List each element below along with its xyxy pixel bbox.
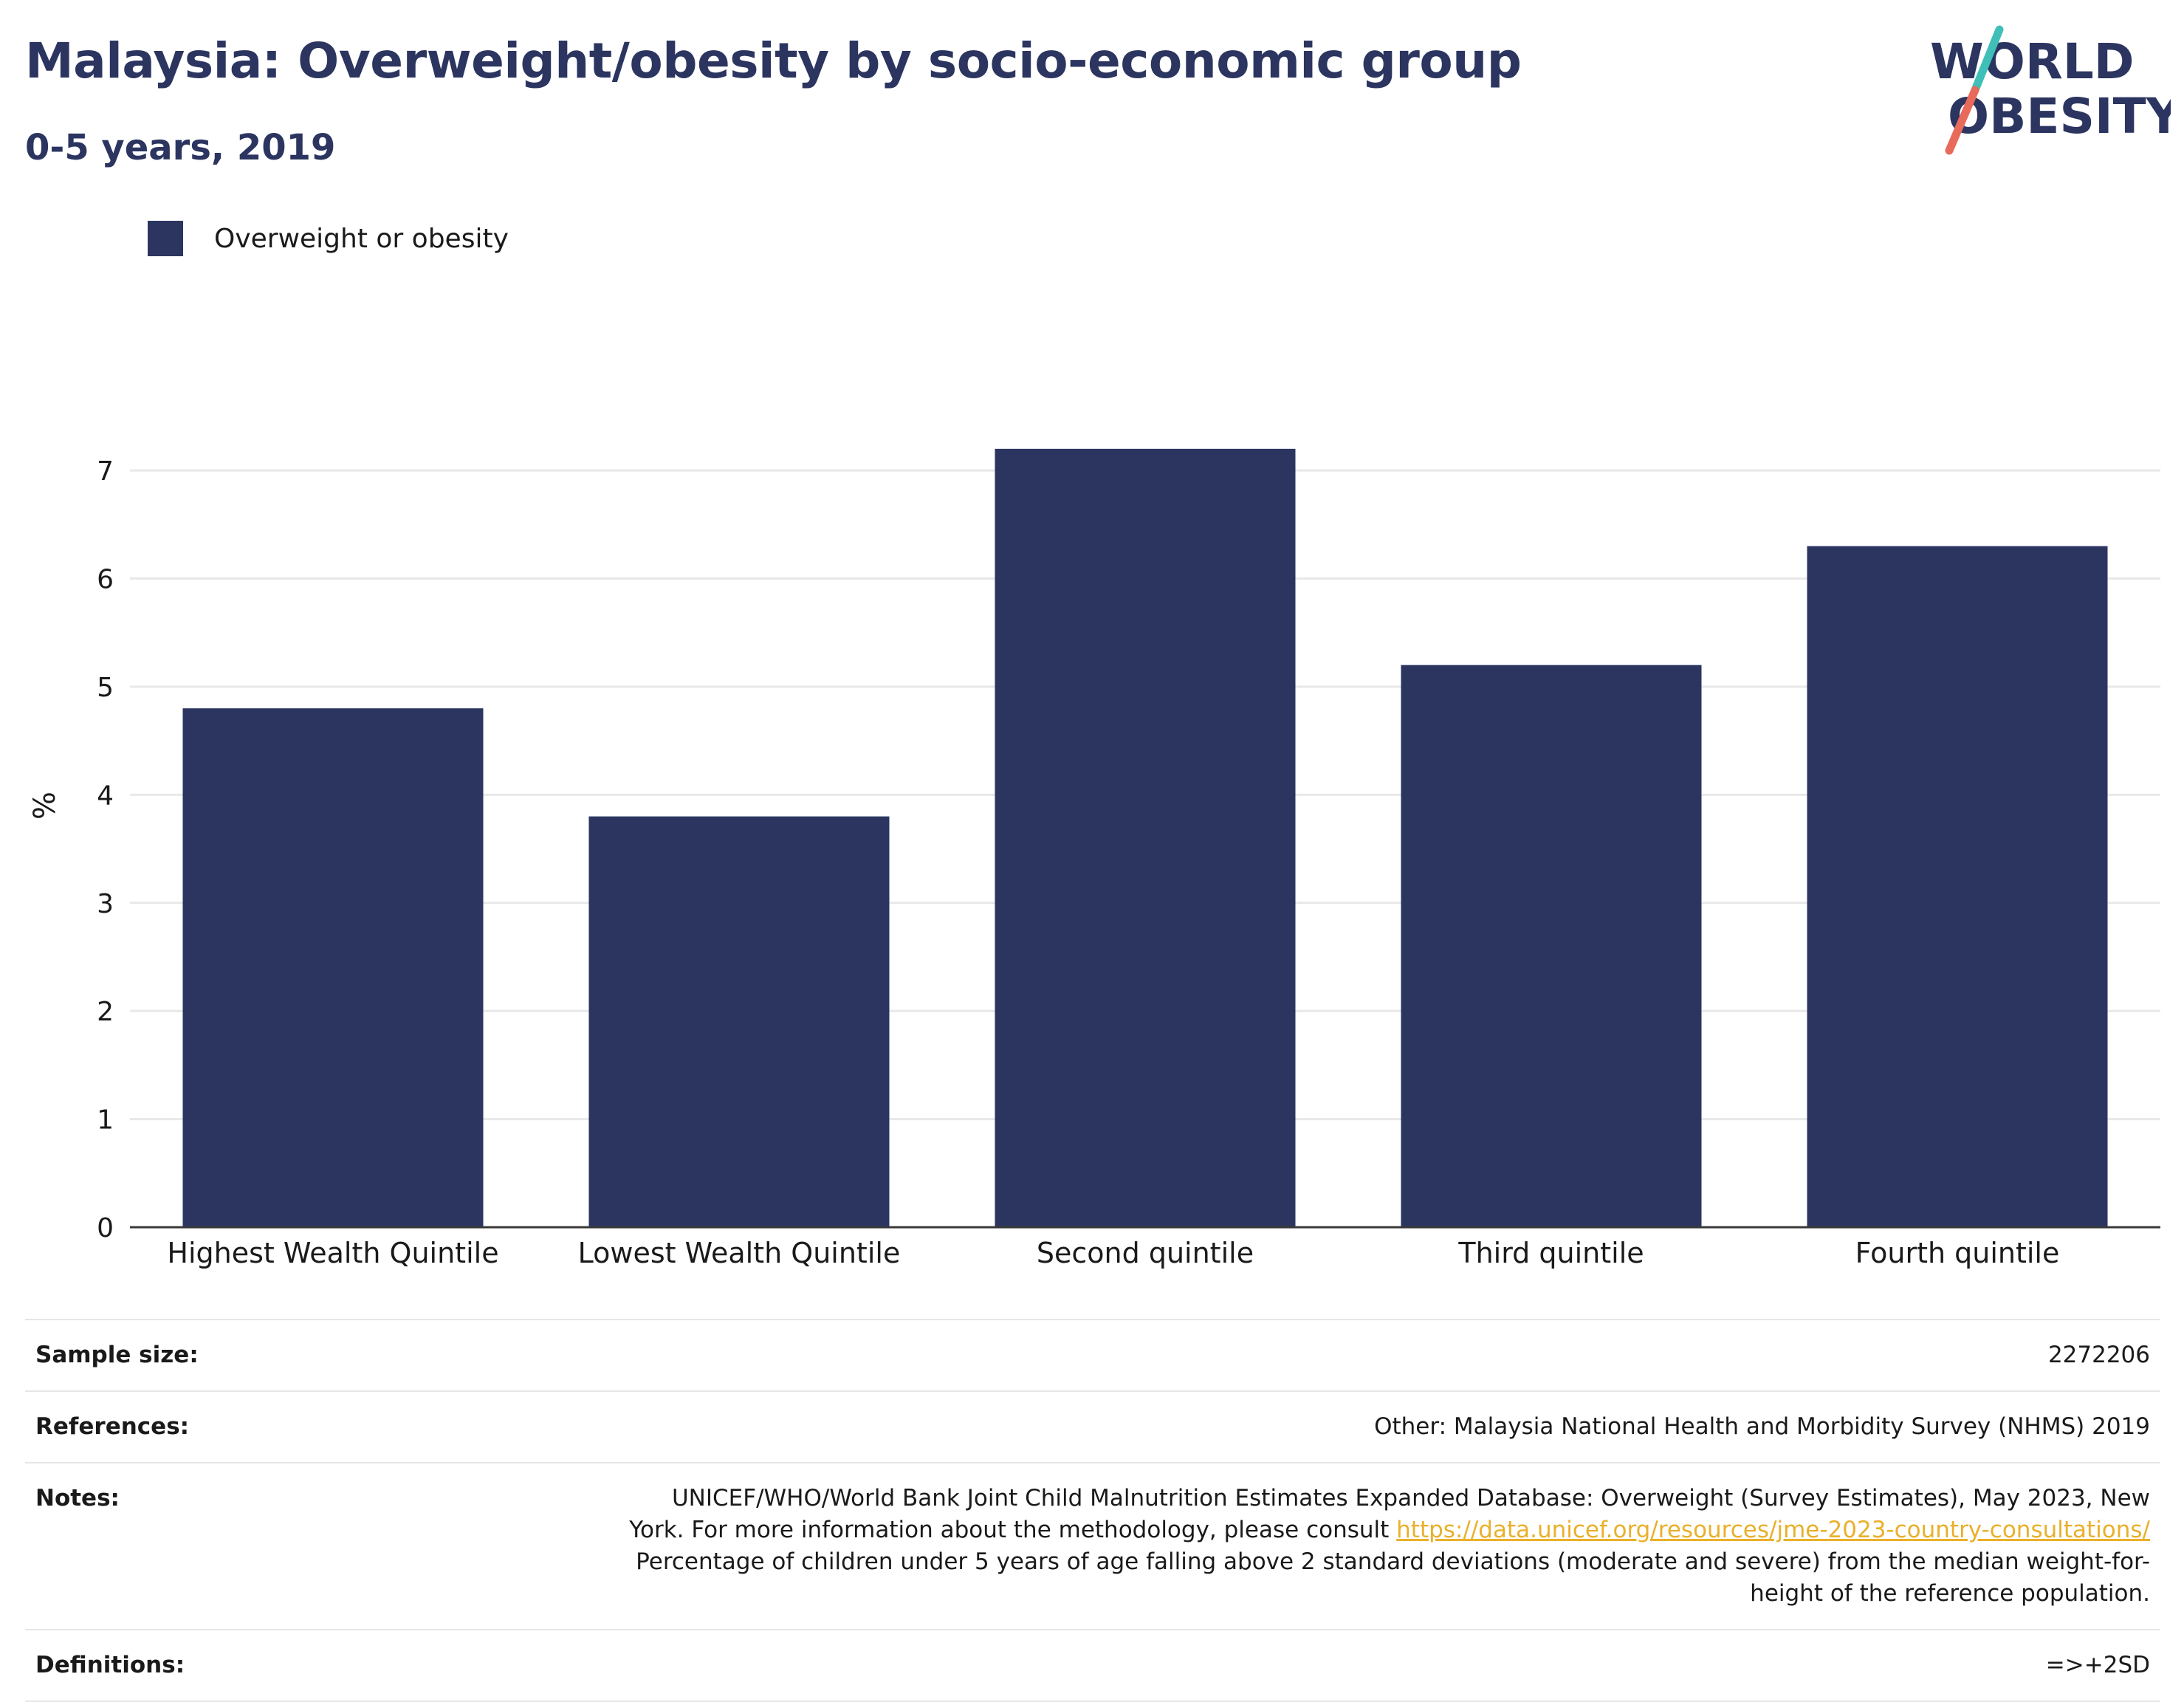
- logo-word-world: WORLD: [1930, 33, 2135, 90]
- bar: [1807, 546, 2108, 1227]
- x-tick-label: Third quintile: [1457, 1237, 1644, 1269]
- info-label-sample-size: Sample size:: [35, 1342, 199, 1368]
- bar-chart: 0 1 2 3 4 5 6 7% Highest Wealth Quintile Lowest W…: [28, 448, 2160, 1269]
- y-tick-label: 1: [97, 1105, 114, 1136]
- info-label-notes: Notes:: [35, 1485, 120, 1511]
- info-label-definitions: Definitions:: [35, 1652, 185, 1678]
- legend-swatch: [148, 221, 183, 256]
- world-obesity-logo: WORLD OBESITY: [1930, 25, 2171, 155]
- info-row-notes: Notes: UNICEF/WHO/World Bank Joint Child…: [25, 1462, 2160, 1629]
- info-value-notes: UNICEF/WHO/World Bank Joint Child Malnut…: [629, 1483, 2150, 1610]
- legend-label: Overweight or obesity: [214, 223, 509, 254]
- info-value-definitions: =>+2SD: [2045, 1652, 2150, 1678]
- y-tick-label: 3: [97, 889, 114, 919]
- x-tick-label: Highest Wealth Quintile: [167, 1237, 498, 1269]
- notes-text-before: UNICEF/WHO/World Bank Joint Child Malnut…: [629, 1485, 2150, 1543]
- info-value-sample-size: 2272206: [2047, 1342, 2150, 1368]
- y-axis-label: %: [28, 792, 62, 820]
- bar: [995, 448, 1296, 1227]
- chart-subtitle: 0-5 years, 2019: [25, 127, 336, 168]
- y-tick-label: 5: [97, 673, 114, 703]
- x-tick-label: Lowest Wealth Quintile: [578, 1237, 901, 1269]
- logo-slash-bottom: [1945, 86, 1979, 155]
- legend: Overweight or obesity: [148, 220, 509, 257]
- notes-text-after: Percentage of children under 5 years of …: [636, 1548, 2150, 1607]
- info-table: Sample size: 2272206 References: Other: …: [25, 1319, 2160, 1702]
- y-tick-label: 0: [97, 1213, 114, 1243]
- y-tick-label: 4: [97, 780, 114, 811]
- notes-link[interactable]: https://data.unicef.org/resources/jme-20…: [1396, 1517, 2150, 1543]
- x-tick-label: Fourth quintile: [1855, 1237, 2060, 1269]
- y-tick-label: 6: [97, 565, 114, 595]
- info-row-sample-size: Sample size: 2272206: [25, 1319, 2160, 1390]
- bar: [182, 708, 484, 1227]
- info-label-references: References:: [35, 1413, 190, 1440]
- y-tick-label: 7: [97, 456, 114, 487]
- info-value-references: Other: Malaysia National Health and Morb…: [1374, 1413, 2150, 1440]
- y-tick-label: 2: [97, 997, 114, 1027]
- info-row-definitions: Definitions: =>+2SD: [25, 1629, 2160, 1702]
- info-row-references: References: Other: Malaysia National Hea…: [25, 1390, 2160, 1462]
- bar: [1401, 665, 1702, 1227]
- logo-word-obesity: OBESITY: [1948, 88, 2171, 145]
- bar: [588, 816, 890, 1227]
- chart-title: Malaysia: Overweight/obesity by socio-ec…: [25, 32, 1522, 89]
- logo-slash-top: [1971, 25, 2004, 95]
- x-tick-label: Second quintile: [1037, 1237, 1254, 1269]
